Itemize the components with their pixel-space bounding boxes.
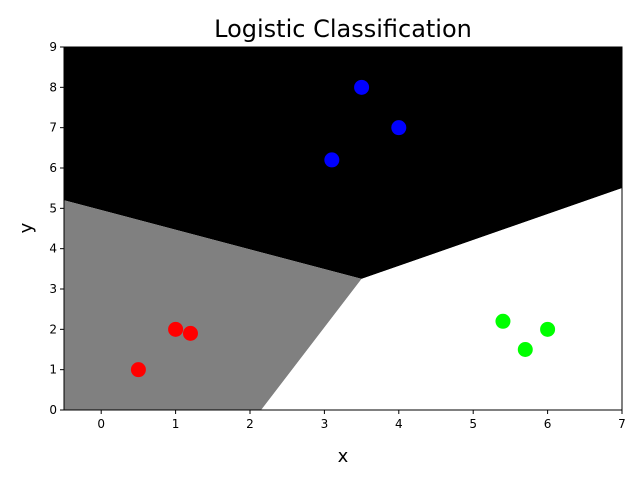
data-point-series2-3 [391, 120, 407, 136]
chart-title: Logistic Classification [214, 15, 472, 43]
y-tick-label: 7 [49, 121, 57, 135]
y-tick-label: 6 [49, 161, 57, 175]
data-point-series1-3 [182, 325, 198, 341]
y-tick-label: 4 [49, 242, 57, 256]
y-tick-label: 3 [49, 282, 57, 296]
y-tick-label: 1 [49, 363, 57, 377]
x-axis-ticks: 0 1 2 3 4 5 6 7 [97, 410, 626, 431]
decision-region-2 [64, 200, 362, 410]
x-tick-label: 5 [469, 417, 477, 431]
x-tick-label: 3 [321, 417, 329, 431]
x-tick-label: 2 [246, 417, 254, 431]
decision-region-3 [261, 188, 622, 410]
data-point-series1-2 [168, 321, 184, 337]
x-axis-label: x [338, 446, 349, 467]
data-points [130, 79, 556, 378]
plot-area [63, 46, 623, 411]
data-point-series1-1 [130, 362, 146, 378]
x-tick-label: 7 [618, 417, 626, 431]
data-point-series2-1 [324, 152, 340, 168]
decision-region-1 [64, 47, 622, 279]
y-tick-label: 9 [49, 40, 57, 54]
y-tick-label: 2 [49, 322, 57, 336]
x-tick-label: 6 [544, 417, 552, 431]
x-tick-label: 4 [395, 417, 403, 431]
decision-regions [64, 47, 622, 410]
x-tick-label: 1 [172, 417, 180, 431]
data-point-series3-1 [495, 313, 511, 329]
data-point-series2-2 [354, 79, 370, 95]
y-axis-label: y [16, 222, 37, 233]
plot-frame [63, 46, 623, 411]
data-point-series3-3 [540, 321, 556, 337]
data-point-series3-2 [517, 342, 533, 357]
y-axis-ticks: 0 1 2 3 4 5 6 7 8 9 [49, 40, 64, 417]
x-tick-label: 0 [97, 417, 105, 431]
y-tick-label: 0 [49, 403, 57, 417]
y-tick-label: 8 [49, 80, 57, 94]
y-tick-label: 5 [49, 201, 57, 215]
